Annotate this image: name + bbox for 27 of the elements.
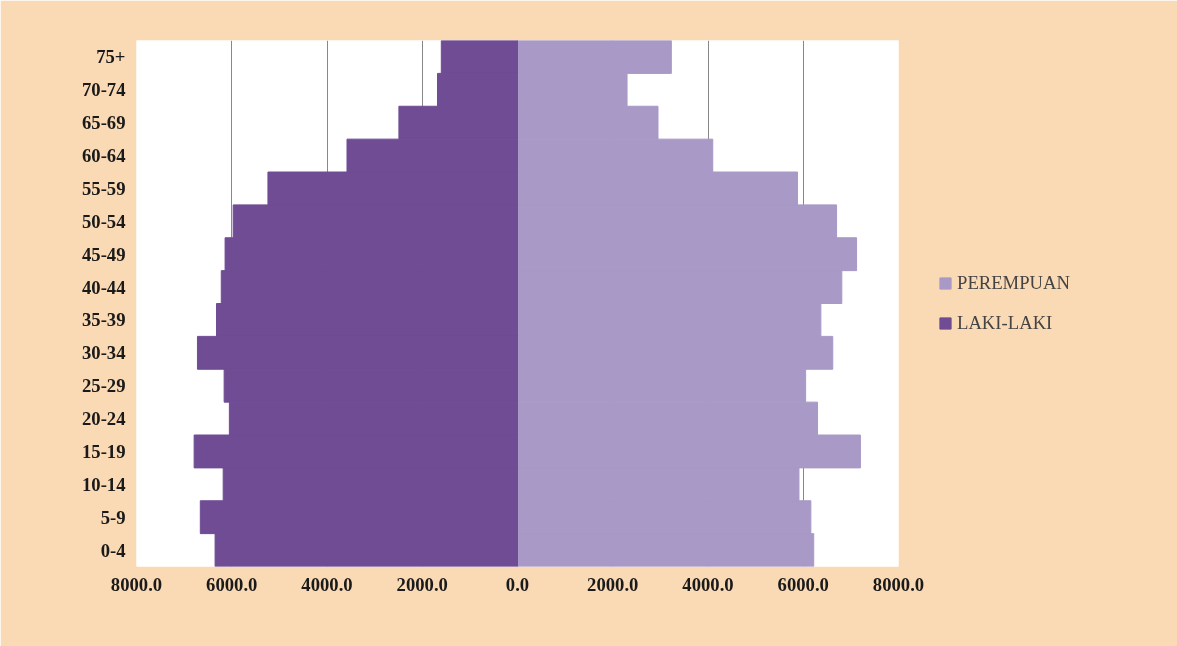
legend-label: PEREMPUAN: [957, 272, 1070, 294]
y-tick-label: 40-44: [81, 276, 126, 298]
y-tick-label: 75+: [96, 46, 126, 68]
x-tick-label: 2000.0: [587, 573, 639, 595]
x-tick-label: 4000.0: [682, 573, 734, 595]
x-tick-label: 4000.0: [301, 573, 353, 595]
x-tick-label: 8000.0: [110, 573, 163, 595]
x-tick-label: 6000.0: [206, 573, 258, 595]
y-tick-label: 15-19: [81, 440, 126, 462]
x-tick-label: 6000.0: [777, 573, 829, 595]
y-tick-label: 5-9: [100, 506, 126, 528]
x-tick-label: 8000.0: [872, 573, 925, 595]
y-tick-label: 25-29: [81, 375, 126, 397]
legend-label: LAKI-LAKI: [957, 312, 1053, 334]
y-tick-label: 35-39: [81, 309, 126, 331]
y-tick-label: 20-24: [81, 408, 126, 430]
x-tick-label: 0.0: [505, 573, 530, 595]
x-tick-label: 2000.0: [396, 573, 448, 595]
y-tick-label: 30-34: [81, 342, 126, 364]
y-tick-label: 50-54: [81, 210, 126, 232]
y-tick-label: 45-49: [81, 243, 126, 265]
y-tick-label: 60-64: [81, 145, 126, 167]
y-tick-label: 55-59: [81, 177, 126, 199]
y-tick-label: 0-4: [100, 539, 126, 561]
y-tick-label: 10-14: [81, 473, 126, 495]
y-tick-label: 65-69: [81, 112, 126, 134]
y-tick-label: 70-74: [81, 79, 126, 101]
